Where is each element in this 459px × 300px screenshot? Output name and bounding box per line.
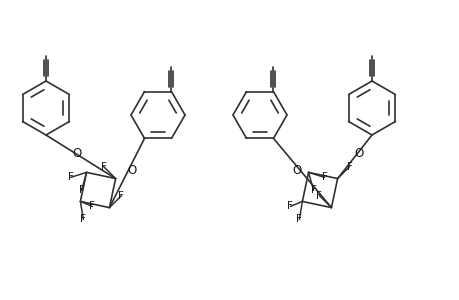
Text: F: F [310,185,316,195]
Text: F: F [118,190,124,201]
Text: O: O [353,147,363,160]
Text: F: F [346,162,352,172]
Text: F: F [89,201,95,212]
Text: O: O [72,147,81,160]
Text: F: F [67,172,73,182]
Text: F: F [287,201,293,212]
Text: O: O [127,164,136,178]
Text: F: F [296,214,302,224]
Text: F: F [316,190,322,201]
Text: F: F [101,162,106,172]
Text: F: F [321,172,327,182]
Text: F: F [80,214,86,224]
Text: O: O [292,164,302,178]
Text: F: F [78,185,84,195]
